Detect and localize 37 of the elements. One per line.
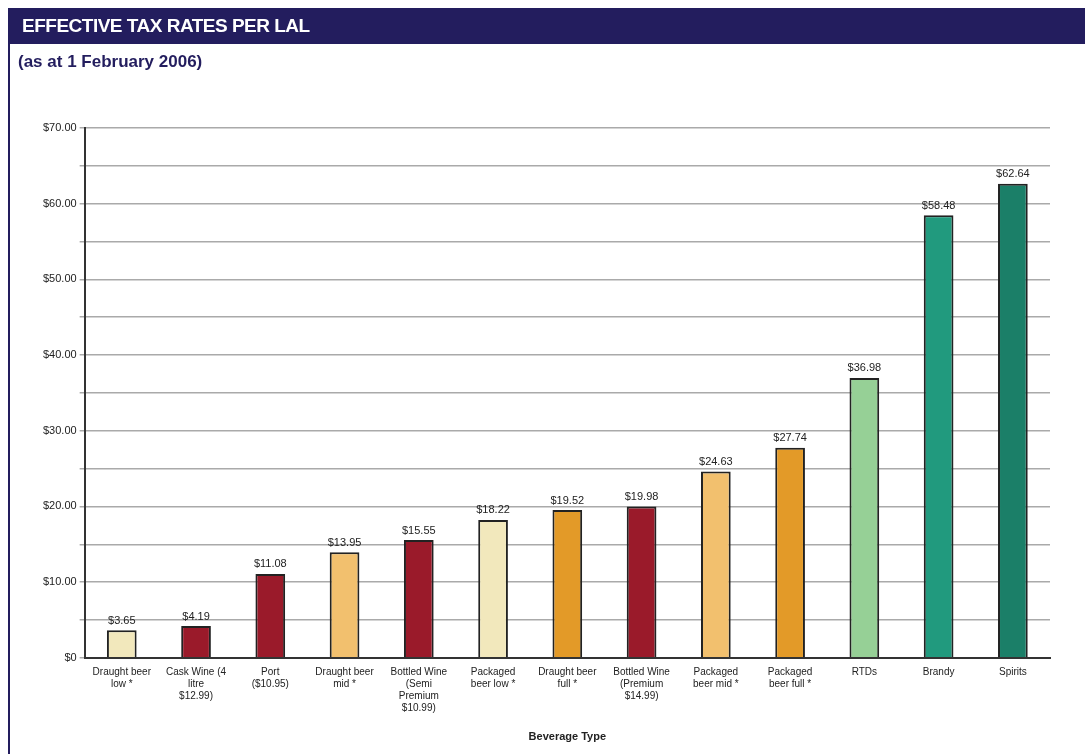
x-tick-label: Packaged beer low * bbox=[470, 665, 516, 689]
x-tick-label: Bottled Wine (Premium $14.99) bbox=[613, 665, 671, 701]
y-tick-label: $50.00 bbox=[42, 272, 77, 285]
data-label: $18.22 bbox=[476, 503, 510, 516]
data-label: $3.65 bbox=[108, 613, 136, 626]
data-label: $36.98 bbox=[847, 361, 882, 374]
y-tick-label: $70.00 bbox=[42, 121, 77, 134]
x-tick-label: Draught beer low * bbox=[92, 665, 152, 689]
data-label: $24.63 bbox=[699, 454, 733, 467]
x-axis-title: Beverage Type bbox=[528, 730, 607, 743]
x-tick-label: Spirits bbox=[998, 665, 1027, 677]
y-tick-label: $60.00 bbox=[42, 196, 77, 209]
data-label: $19.52 bbox=[550, 493, 585, 506]
chart-title: EFFECTIVE TAX RATES PER LAL bbox=[10, 8, 1085, 44]
x-tick-label: Packaged beer full * bbox=[767, 665, 813, 689]
data-label: $27.74 bbox=[773, 431, 807, 444]
y-tick-label: $10.00 bbox=[42, 575, 77, 588]
data-label: $58.48 bbox=[921, 198, 956, 211]
x-tick-label: Bottled Wine (Semi Premium $10.99) bbox=[390, 665, 448, 713]
y-tick-label: $40.00 bbox=[42, 348, 77, 361]
data-label: $15.55 bbox=[401, 523, 436, 536]
y-tick-label: $20.00 bbox=[42, 499, 77, 512]
x-tick-label: Brandy bbox=[922, 665, 955, 677]
x-tick-label: Draught beer mid * bbox=[315, 665, 375, 689]
x-tick-label: Port ($10.95) bbox=[251, 665, 289, 689]
chart-subtitle: (as at 1 February 2006) bbox=[17, 51, 204, 73]
x-tick-label: Cask Wine (4 litre $12.99) bbox=[166, 665, 227, 701]
y-tick-label: $30.00 bbox=[42, 423, 77, 436]
data-label: $62.64 bbox=[996, 167, 1030, 180]
x-tick-label: RTDs bbox=[851, 665, 878, 677]
data-label: $19.98 bbox=[624, 490, 659, 503]
x-tick-label: Draught beer full * bbox=[538, 665, 598, 689]
data-label: $13.95 bbox=[327, 535, 362, 548]
y-tick-label: $0 bbox=[64, 650, 77, 663]
x-tick-label: Packaged beer mid * bbox=[693, 665, 739, 689]
data-label: $4.19 bbox=[182, 609, 210, 622]
data-label: $11.08 bbox=[253, 557, 287, 570]
